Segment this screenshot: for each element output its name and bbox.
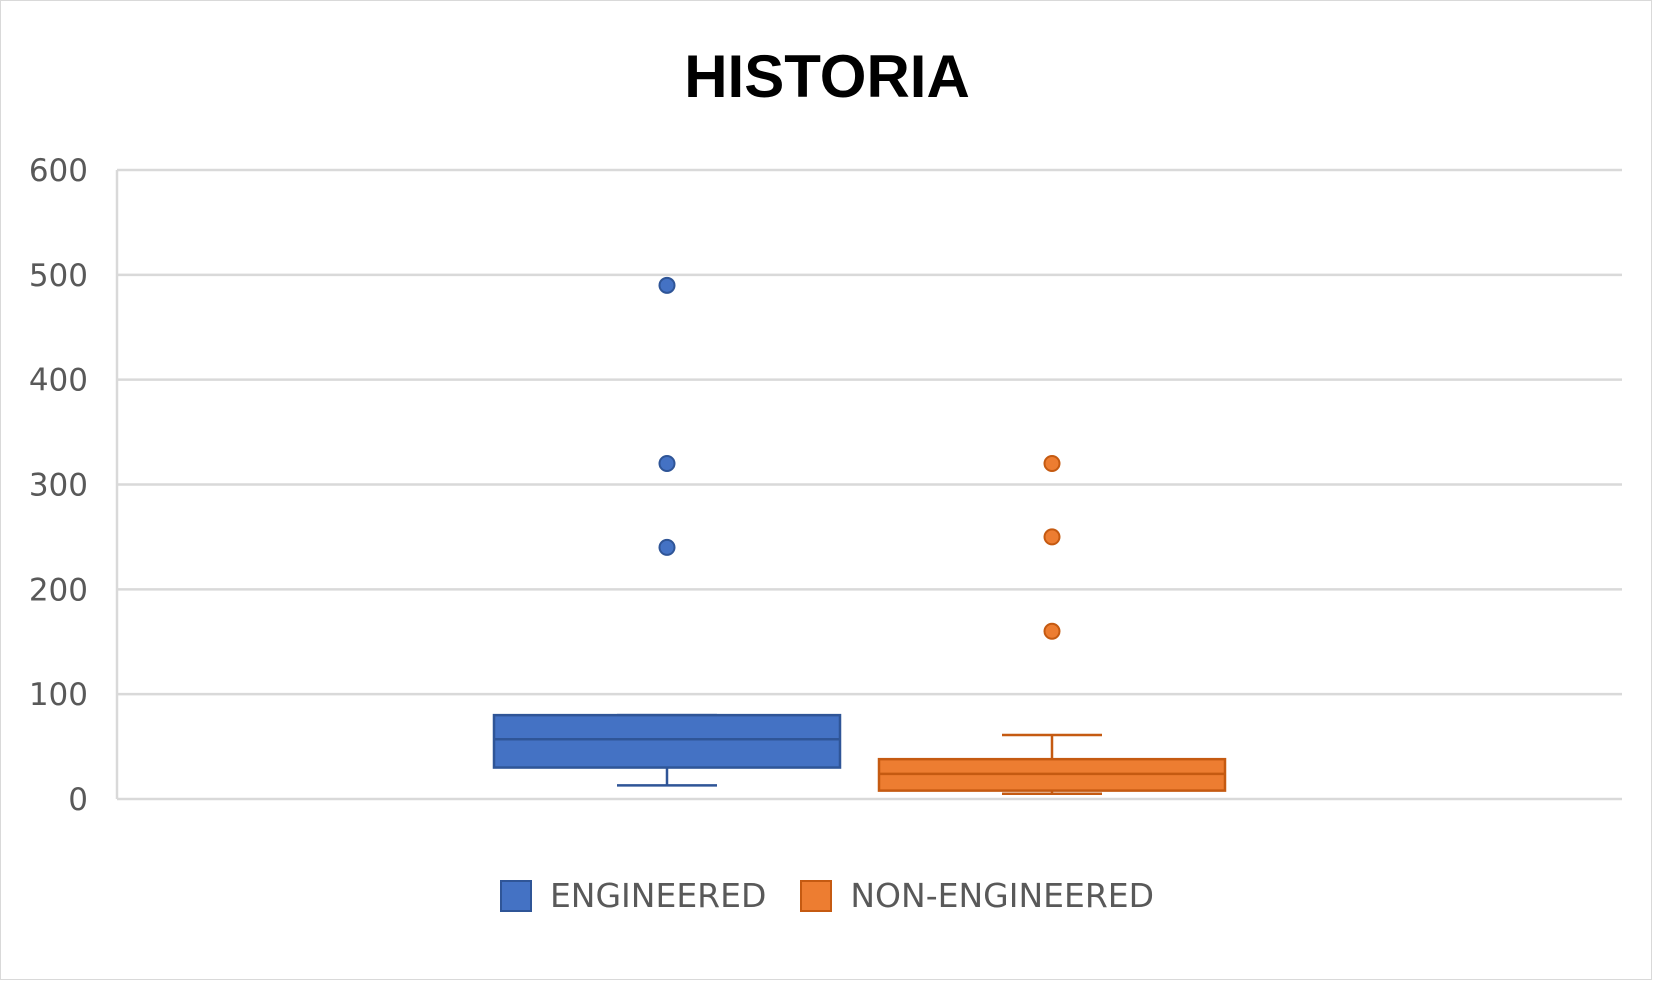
chart-title: HISTORIA [684,43,970,110]
y-tick-label-500: 500 [29,258,88,294]
legend-label-non-engineered: NON-ENGINEERED [850,876,1155,915]
y-tick-label-0: 0 [68,782,88,818]
y-tick-label-300: 300 [29,468,88,504]
legend-entry-engineered[interactable]: ENGINEERED [499,876,767,915]
outlier-point-engineered [658,455,676,473]
y-tick-label-200: 200 [29,572,88,608]
legend-label-engineered: ENGINEERED [549,876,767,915]
box-non-engineered [877,455,1227,796]
box-body-engineered [492,713,842,769]
box-engineered [492,276,842,787]
outlier-point-non-engineered [1043,528,1061,546]
outlier-point-engineered [658,538,676,556]
outlier-point-non-engineered [1043,622,1061,640]
legend: ENGINEERED NON-ENGINEERED [0,876,1654,915]
outlier-point-non-engineered [1043,455,1061,473]
outlier-point-engineered [658,276,676,294]
boxes [492,276,1227,796]
y-tick-label-400: 400 [29,363,88,399]
y-tick-label-600: 600 [29,153,88,189]
gridlines [115,168,1622,801]
legend-entry-non-engineered[interactable]: NON-ENGINEERED [800,876,1154,915]
y-axis-ticks: 0 100 200 300 400 500 600 [29,153,88,818]
y-tick-label-100: 100 [29,677,88,713]
legend-swatch-engineered [499,879,532,912]
legend-swatch-non-engineered [800,879,833,912]
